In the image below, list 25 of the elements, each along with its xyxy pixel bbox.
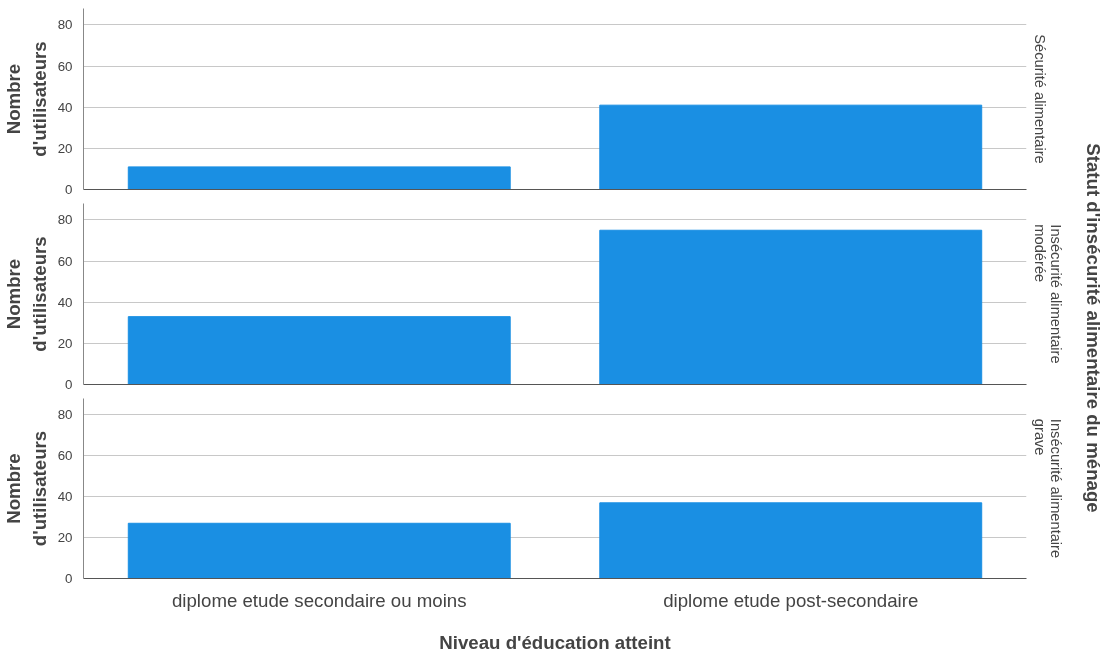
y-tick-label: 0 xyxy=(65,377,73,392)
y-tick-label: 60 xyxy=(57,58,73,74)
y-tick-label: 40 xyxy=(57,489,73,505)
y-tick-label: 80 xyxy=(57,17,73,33)
text: Insécurité alimentaire modérée xyxy=(1031,224,1064,364)
y2-axis-title: Statut d'insécurité alimentaire du ménage xyxy=(1082,143,1104,513)
y-tick-label: 0 xyxy=(65,571,73,586)
y-tick-label: 60 xyxy=(57,448,73,464)
y-tick-label: 20 xyxy=(57,530,73,546)
y-tick-label: 40 xyxy=(57,294,73,310)
y-tick-label: 40 xyxy=(57,99,73,115)
y-tick-label: 60 xyxy=(57,253,73,269)
y-axis-title: Nombre d'utilisateurs xyxy=(3,430,50,547)
y-axis-title: Nombre d'utilisateurs xyxy=(3,41,50,157)
x-tick-label: diplome etude post-secondaire xyxy=(663,589,919,611)
y-tick-label: 20 xyxy=(57,335,73,351)
y-tick-label: 0 xyxy=(65,182,73,197)
text: Insécurité alimentaire grave xyxy=(1031,418,1064,559)
y-tick-label: 80 xyxy=(57,212,73,228)
x-axis-title: Niveau d'éducation atteint xyxy=(439,631,671,653)
text: Sécurité alimentaire xyxy=(1031,34,1048,164)
y-tick-label: 80 xyxy=(57,407,73,423)
y-axis-title: Nombre d'utilisateurs xyxy=(3,236,50,352)
x-tick-label: diplome etude secondaire ou moins xyxy=(171,589,467,611)
y-tick-label: 20 xyxy=(57,140,73,156)
